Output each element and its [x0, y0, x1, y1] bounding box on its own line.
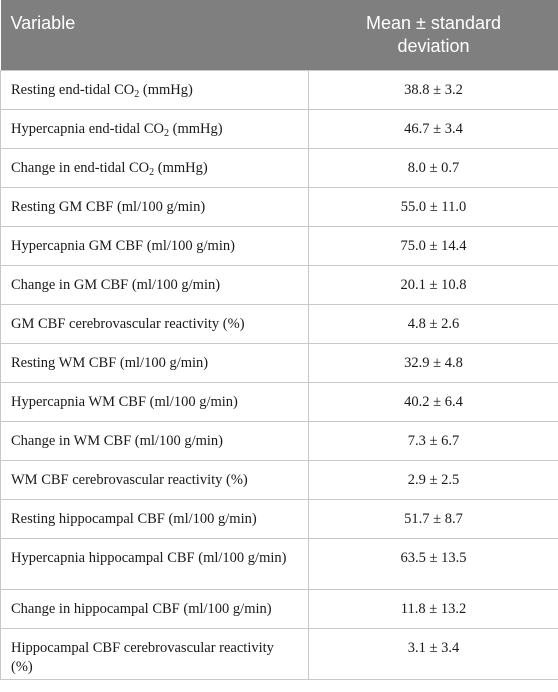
variable-cell: Change in GM CBF (ml/100 g/min) [0, 264, 309, 305]
subscript: 2 [149, 166, 155, 178]
header-variable: Variable [10, 13, 76, 33]
table-row: Hypercapnia end-tidal CO2 (mmHg) 46.7 ± 3… [0, 108, 558, 149]
variable-cell: Hypercapnia hippocampal CBF (ml/​100 g/m… [0, 537, 309, 590]
variable-text: Change in GM CBF (ml/100 g/min) [11, 276, 221, 293]
variable-text: Resting hippocampal CBF (ml/100 g/min) [11, 510, 257, 527]
value-cell: 20.1 ± 10.8 [308, 264, 558, 305]
variable-text: Hippocampal CBF cerebrovascular reactivi… [11, 639, 274, 675]
value-cell: 51.7 ± 8.7 [308, 498, 558, 539]
variable-text: Change in WM CBF (ml/100 g/min) [11, 432, 223, 449]
variable-cell: Resting hippocampal CBF (ml/100 g/min) [0, 498, 309, 539]
variable-text: Resting end-tidal CO [11, 81, 135, 98]
subscript: 2 [134, 88, 140, 100]
table-row: Hypercapnia GM CBF (ml/100 g/min) 75.0 ± … [0, 225, 558, 266]
table-row: Hypercapnia WM CBF (ml/100 g/min) 40.2 ± … [0, 381, 558, 422]
value-cell: 8.0 ± 0.7 [308, 147, 558, 188]
value-cell: 11.8 ± 13.2 [308, 588, 558, 629]
table-row: GM CBF cerebrovascular reactivity (%) 4.8… [0, 303, 558, 344]
table-row: Change in end-tidal CO2 (mmHg) 8.0 ± 0.7 [0, 147, 558, 188]
variable-text: Resting GM CBF (ml/100 g/min) [11, 198, 206, 215]
variable-text: Hypercapnia hippocampal CBF (ml/​100 g/m… [11, 549, 287, 566]
variable-cell: Change in hippocampal CBF (ml/100 g/min) [0, 588, 309, 629]
subscript: 2 [164, 127, 170, 139]
variable-cell: Hippocampal CBF cerebrovascular reactivi… [0, 627, 309, 680]
value-cell: 40.2 ± 6.4 [308, 381, 558, 422]
table-row: Hypercapnia hippocampal CBF (ml/​100 g/m… [0, 537, 558, 590]
variable-cell: Change in WM CBF (ml/100 g/min) [0, 420, 309, 461]
variable-text: Hypercapnia end-tidal CO [11, 120, 165, 137]
value-cell: 63.5 ± 13.5 [308, 537, 558, 590]
value-cell: 7.3 ± 6.7 [308, 420, 558, 461]
variable-text: Hypercapnia WM CBF (ml/100 g/min) [11, 393, 238, 410]
variable-cell: Resting WM CBF (ml/100 g/min) [0, 342, 309, 383]
table-row: Resting end-tidal CO2 (mmHg) 38.8 ± 3.2 [0, 69, 558, 110]
variable-text: WM CBF cerebrovascular reactivity (%) [11, 471, 248, 488]
value-cell: 2.9 ± 2.5 [308, 459, 558, 500]
value-cell: 38.8 ± 3.2 [308, 69, 558, 110]
value-cell: 4.8 ± 2.6 [308, 303, 558, 344]
table-row: Hippocampal CBF cerebrovascular reactivi… [0, 627, 558, 680]
table-body: Resting end-tidal CO2 (mmHg) 38.8 ± 3.2 Hy… [0, 69, 558, 680]
table-header: Variable Mean ± standard deviation [0, 0, 558, 70]
variable-unit: (mmHg) [169, 120, 223, 137]
table-row: Resting WM CBF (ml/100 g/min) 32.9 ± 4.8 [0, 342, 558, 383]
variable-text: Resting WM CBF (ml/100 g/min) [11, 354, 209, 371]
variable-unit: (mmHg) [154, 159, 208, 176]
variable-cell: Hypercapnia WM CBF (ml/100 g/min) [0, 381, 309, 422]
variable-cell: Hypercapnia end-tidal CO2 (mmHg) [0, 108, 309, 149]
header-row: Variable Mean ± standard deviation [0, 0, 558, 70]
variable-cell: Resting end-tidal CO2 (mmHg) [0, 69, 309, 110]
value-cell: 75.0 ± 14.4 [308, 225, 558, 266]
variable-unit: (mmHg) [139, 81, 193, 98]
variable-cell: Hypercapnia GM CBF (ml/100 g/min) [0, 225, 309, 266]
table-row: Change in hippocampal CBF (ml/100 g/min)… [0, 588, 558, 629]
value-cell: 32.9 ± 4.8 [308, 342, 558, 383]
variable-text: Change in end-tidal CO [11, 159, 150, 176]
table-row: Resting GM CBF (ml/100 g/min) 55.0 ± 11.0 [0, 186, 558, 227]
table-row: Resting hippocampal CBF (ml/100 g/min) 51… [0, 498, 558, 539]
value-cell: 55.0 ± 11.0 [308, 186, 558, 227]
variable-cell: GM CBF cerebrovascular reactivity (%) [0, 303, 309, 344]
variable-cell: Change in end-tidal CO2 (mmHg) [0, 147, 309, 188]
variable-text: GM CBF cerebrovascular reactivity (%) [11, 315, 245, 332]
table-row: WM CBF cerebrovascular reactivity (%) 2.9… [0, 459, 558, 500]
table-row: Change in GM CBF (ml/100 g/min) 20.1 ± 10… [0, 264, 558, 305]
variable-text: Change in hippocampal CBF (ml/100 g/min) [11, 600, 272, 617]
table-row: Change in WM CBF (ml/100 g/min) 7.3 ± 6.7 [0, 420, 558, 461]
variable-cell: WM CBF cerebrovascular reactivity (%) [0, 459, 309, 500]
value-cell: 3.1 ± 3.4 [308, 627, 558, 680]
variable-cell: Resting GM CBF (ml/100 g/min) [0, 186, 309, 227]
variable-text: Hypercapnia GM CBF (ml/100 g/min) [11, 237, 235, 254]
value-cell: 46.7 ± 3.4 [308, 108, 558, 149]
header-mean-sd: Mean ± standard deviation [366, 13, 501, 56]
